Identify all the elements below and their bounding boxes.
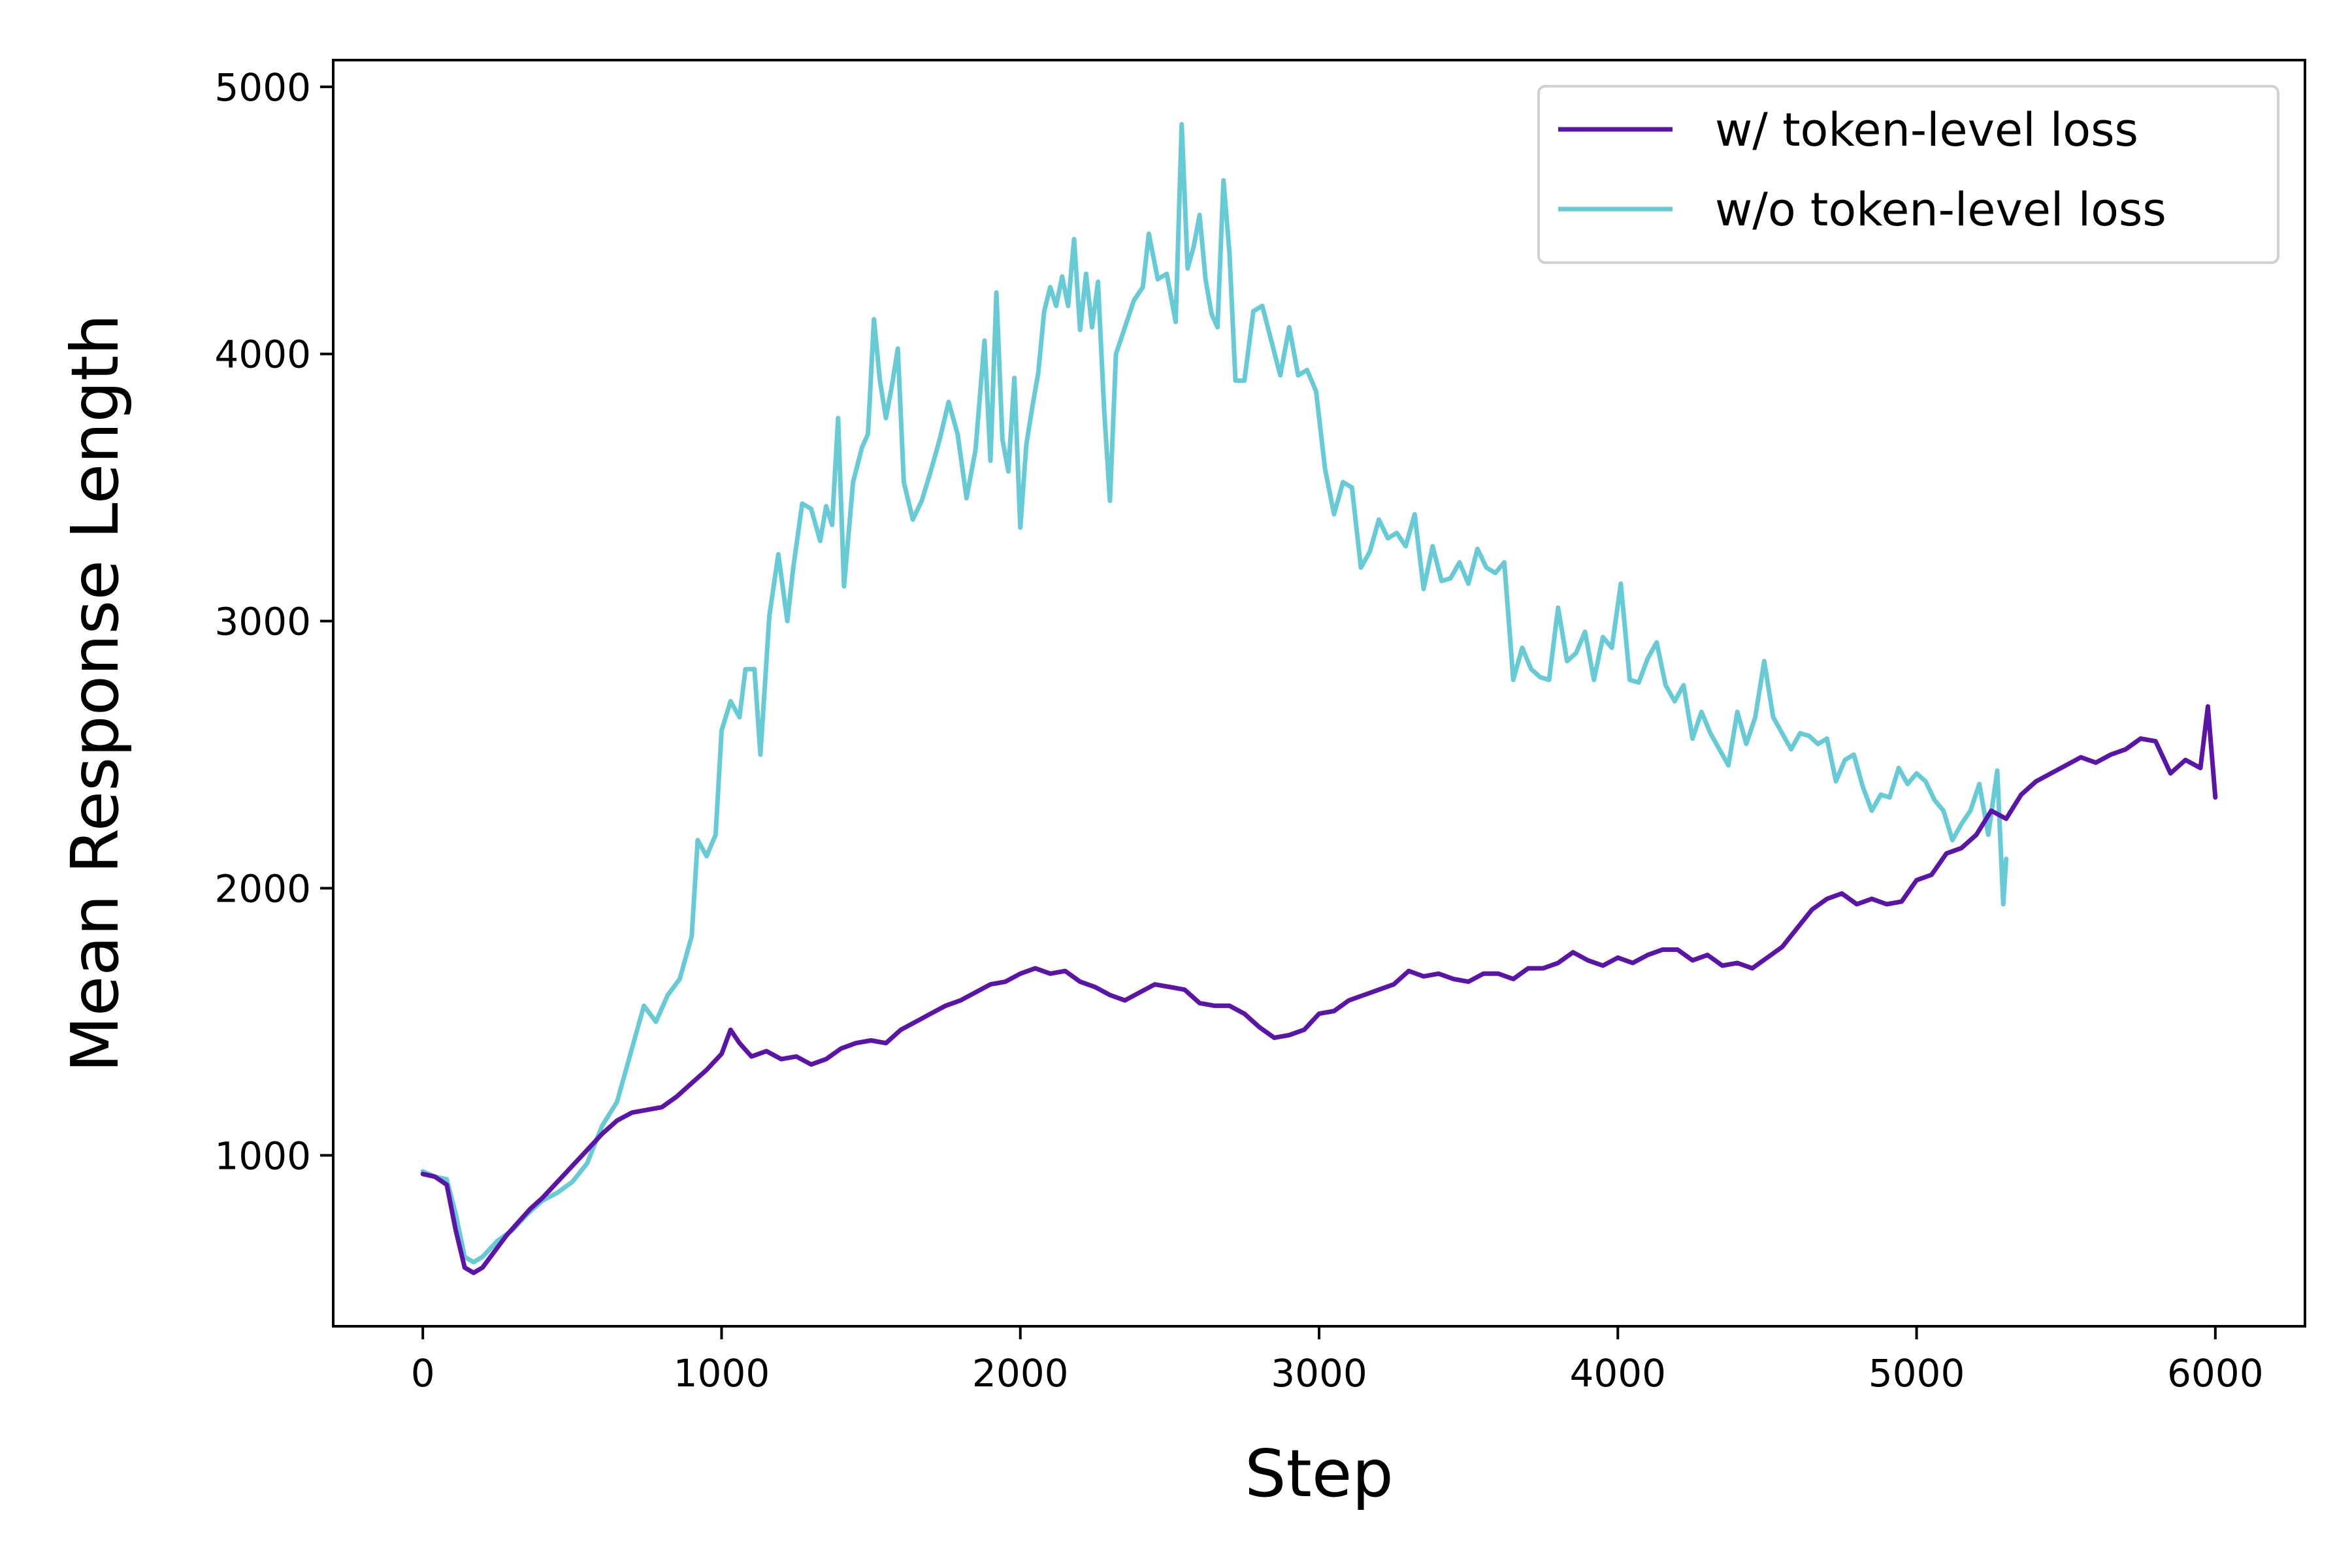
x-axis-ticks: 0 1000 2000 3000 4000 5000 6000 <box>411 1326 2264 1396</box>
x-tick-label: 1000 <box>674 1351 770 1396</box>
y-tick-label: 3000 <box>214 600 311 644</box>
plot-area-frame <box>332 59 2306 1328</box>
x-axis-title: Step <box>1245 1435 1394 1512</box>
y-tick-label: 5000 <box>214 65 311 110</box>
legend-box <box>1537 85 2279 264</box>
series-line-token-level <box>420 704 2218 1275</box>
x-tick-label: 4000 <box>1569 1351 1666 1396</box>
x-tick-label: 3000 <box>1271 1351 1367 1396</box>
legend-label-token-level: w/ token-level loss <box>1715 103 2138 157</box>
legend: w/ token-level loss w/o token-level loss <box>1537 85 2279 264</box>
plot-series <box>420 122 2218 1275</box>
x-tick-label: 2000 <box>972 1351 1069 1396</box>
y-tick-label: 2000 <box>214 866 311 911</box>
x-tick-label: 6000 <box>2167 1351 2264 1396</box>
y-axis-ticks: 1000 2000 3000 4000 5000 <box>214 65 333 1178</box>
x-tick-label: 0 <box>411 1351 435 1396</box>
y-axis-title: Mean Response Length <box>57 314 133 1072</box>
y-tick-label: 1000 <box>214 1134 311 1178</box>
x-tick-label: 5000 <box>1869 1351 1965 1396</box>
legend-label-no-token-level: w/o token-level loss <box>1715 183 2166 237</box>
series-line-no-token-level <box>420 122 2009 1265</box>
y-tick-label: 4000 <box>214 333 311 377</box>
